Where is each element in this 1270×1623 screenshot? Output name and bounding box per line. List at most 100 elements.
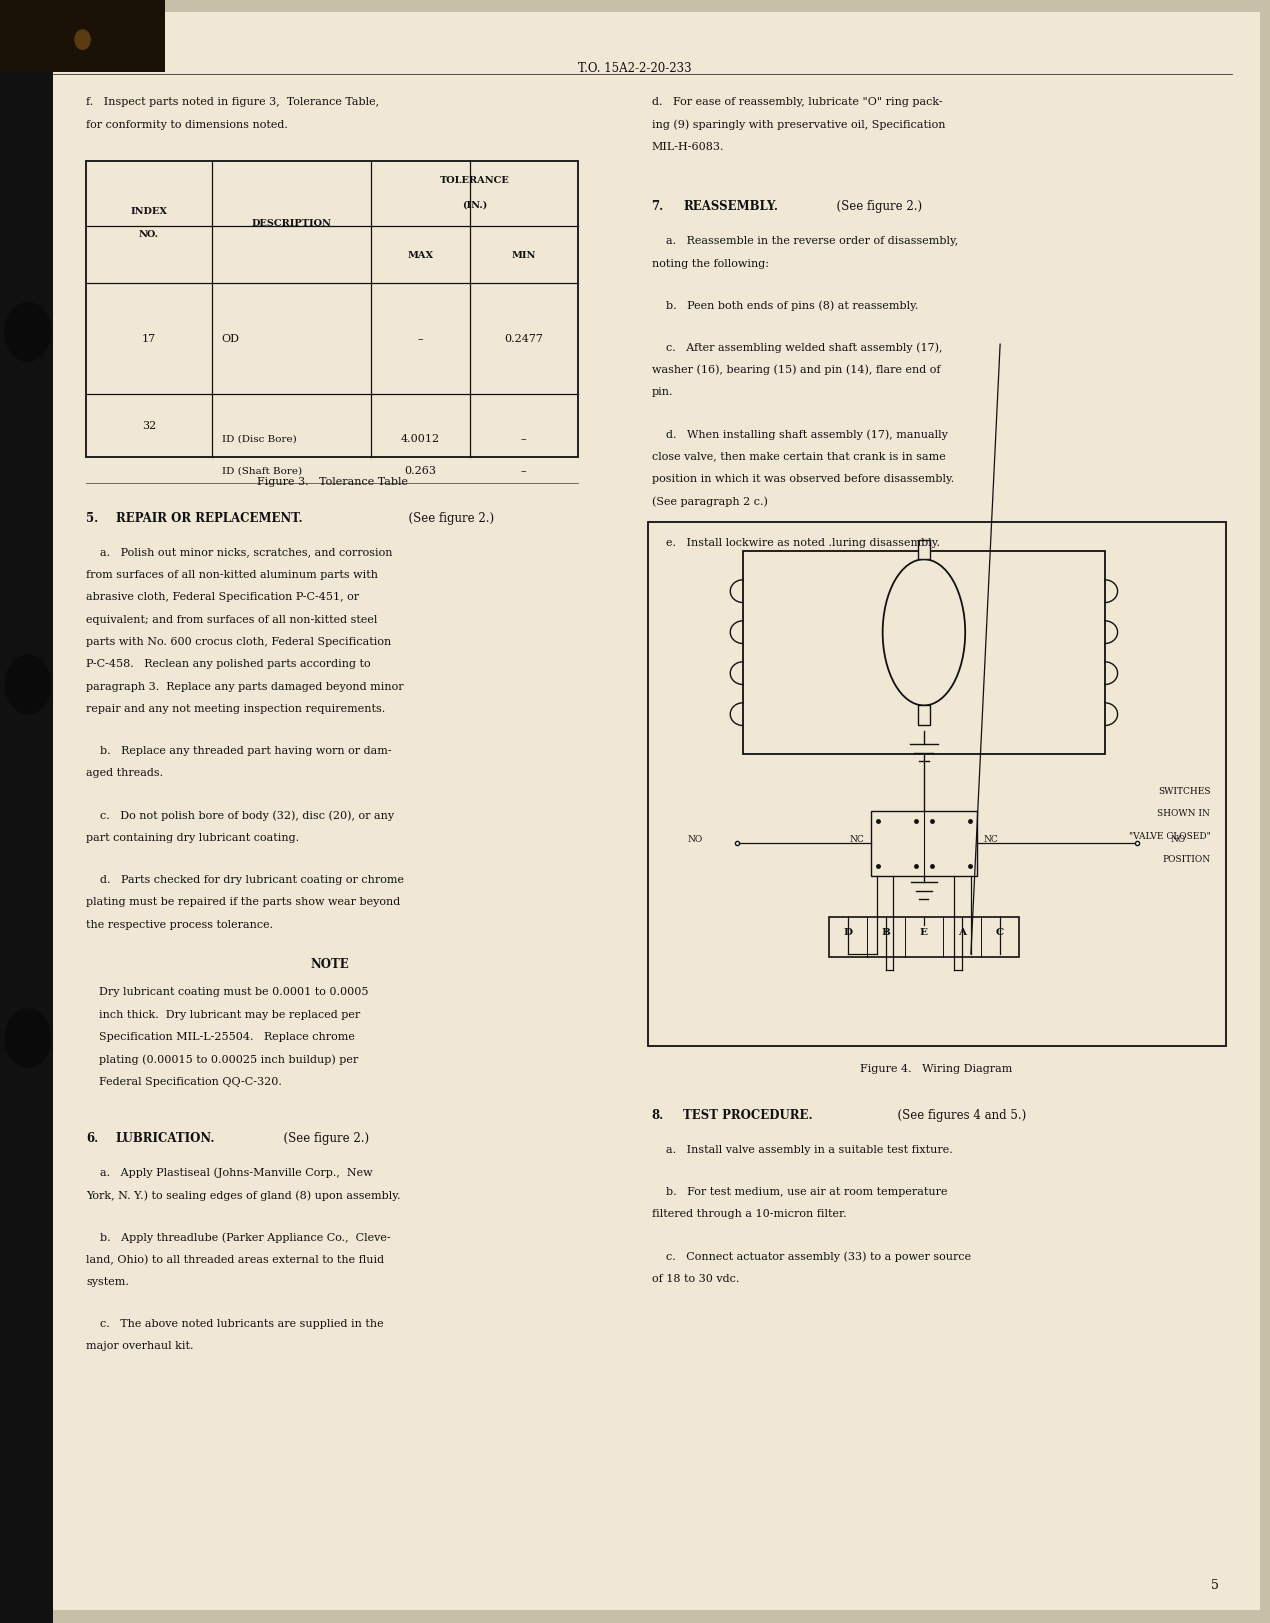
Text: c.   The above noted lubricants are supplied in the: c. The above noted lubricants are suppli… bbox=[86, 1318, 384, 1328]
Text: b.   Replace any threaded part having worn or dam-: b. Replace any threaded part having worn… bbox=[86, 745, 392, 756]
FancyBboxPatch shape bbox=[0, 0, 165, 73]
Text: C: C bbox=[996, 928, 1005, 936]
Text: 0.263: 0.263 bbox=[405, 466, 437, 476]
Text: land, Ohio) to all threaded areas external to the fluid: land, Ohio) to all threaded areas extern… bbox=[86, 1253, 385, 1264]
Text: REASSEMBLY.: REASSEMBLY. bbox=[683, 200, 779, 213]
Text: part containing dry lubricant coating.: part containing dry lubricant coating. bbox=[86, 833, 300, 842]
Text: TEST PROCEDURE.: TEST PROCEDURE. bbox=[683, 1109, 813, 1121]
Text: TOLERANCE: TOLERANCE bbox=[439, 175, 509, 185]
Text: a.   Reassemble in the reverse order of disassembly,: a. Reassemble in the reverse order of di… bbox=[652, 235, 958, 247]
Text: NO.: NO. bbox=[138, 230, 159, 239]
Bar bbox=[743, 552, 1105, 755]
Text: 5.: 5. bbox=[86, 511, 99, 524]
Text: a.   Apply Plastiseal (Johns-Manville Corp.,  New: a. Apply Plastiseal (Johns-Manville Corp… bbox=[86, 1167, 373, 1178]
Text: b.   For test medium, use air at room temperature: b. For test medium, use air at room temp… bbox=[652, 1186, 947, 1196]
Text: Specification MIL-L-25504.   Replace chrome: Specification MIL-L-25504. Replace chrom… bbox=[99, 1032, 354, 1042]
Text: NO: NO bbox=[1171, 834, 1186, 844]
Text: equivalent; and from surfaces of all non-kitted steel: equivalent; and from surfaces of all non… bbox=[86, 613, 377, 625]
Bar bbox=[0, 0, 53, 1623]
Bar bbox=[829, 917, 1019, 958]
Text: ID (Disc Bore): ID (Disc Bore) bbox=[222, 435, 297, 443]
Text: SWITCHES: SWITCHES bbox=[1158, 786, 1210, 795]
Circle shape bbox=[75, 31, 90, 50]
Text: P-C-458.   Reclean any polished parts according to: P-C-458. Reclean any polished parts acco… bbox=[86, 659, 371, 669]
Text: DESCRIPTION: DESCRIPTION bbox=[251, 219, 331, 227]
Text: aged threads.: aged threads. bbox=[86, 768, 164, 777]
Text: NC: NC bbox=[850, 834, 864, 844]
Text: e.   Install lockwire as noted .luring disassembly.: e. Install lockwire as noted .luring dis… bbox=[652, 537, 940, 549]
Text: c.   After assembling welded shaft assembly (17),: c. After assembling welded shaft assembl… bbox=[652, 342, 942, 352]
Text: OD: OD bbox=[222, 334, 240, 344]
Text: T.O. 15A2-2-20-233: T.O. 15A2-2-20-233 bbox=[578, 62, 692, 75]
Text: 5: 5 bbox=[1212, 1578, 1219, 1591]
Bar bbox=[871, 812, 978, 876]
Text: Dry lubricant coating must be 0.0001 to 0.0005: Dry lubricant coating must be 0.0001 to … bbox=[99, 987, 368, 997]
Text: a.   Install valve assembly in a suitable test fixture.: a. Install valve assembly in a suitable … bbox=[652, 1144, 952, 1154]
Text: from surfaces of all non-kitted aluminum parts with: from surfaces of all non-kitted aluminum… bbox=[86, 570, 378, 579]
Text: INDEX: INDEX bbox=[131, 208, 168, 216]
Text: c.   Do not polish bore of body (32), disc (20), or any: c. Do not polish bore of body (32), disc… bbox=[86, 810, 395, 821]
Text: ID (Shaft Bore): ID (Shaft Bore) bbox=[222, 466, 302, 476]
Text: for conformity to dimensions noted.: for conformity to dimensions noted. bbox=[86, 120, 288, 130]
Text: 6.: 6. bbox=[86, 1131, 99, 1144]
Text: position in which it was observed before disassembly.: position in which it was observed before… bbox=[652, 474, 954, 484]
Text: NOTE: NOTE bbox=[311, 958, 349, 971]
Text: parts with No. 600 crocus cloth, Federal Specification: parts with No. 600 crocus cloth, Federal… bbox=[86, 636, 391, 646]
Text: POSITION: POSITION bbox=[1162, 854, 1210, 863]
Text: (See figures 4 and 5.): (See figures 4 and 5.) bbox=[890, 1109, 1026, 1121]
Bar bbox=[917, 706, 930, 725]
Text: (IN.): (IN.) bbox=[462, 200, 488, 209]
Bar bbox=[917, 540, 930, 560]
Text: MIN: MIN bbox=[512, 252, 536, 260]
Text: d.   For ease of reassembly, lubricate "O" ring pack-: d. For ease of reassembly, lubricate "O"… bbox=[652, 97, 942, 107]
Text: a.   Polish out minor nicks, scratches, and corrosion: a. Polish out minor nicks, scratches, an… bbox=[86, 547, 392, 557]
Text: repair and any not meeting inspection requirements.: repair and any not meeting inspection re… bbox=[86, 704, 386, 714]
Text: "VALVE CLOSED": "VALVE CLOSED" bbox=[1129, 831, 1210, 841]
Text: York, N. Y.) to sealing edges of gland (8) upon assembly.: York, N. Y.) to sealing edges of gland (… bbox=[86, 1190, 401, 1199]
Circle shape bbox=[5, 656, 51, 714]
Text: inch thick.  Dry lubricant may be replaced per: inch thick. Dry lubricant may be replace… bbox=[99, 1010, 361, 1019]
Text: REPAIR OR REPLACEMENT.: REPAIR OR REPLACEMENT. bbox=[116, 511, 302, 524]
Text: system.: system. bbox=[86, 1276, 130, 1285]
Text: 0.2477: 0.2477 bbox=[504, 334, 544, 344]
Text: washer (16), bearing (15) and pin (14), flare end of: washer (16), bearing (15) and pin (14), … bbox=[652, 365, 940, 375]
Text: d.   When installing shaft assembly (17), manually: d. When installing shaft assembly (17), … bbox=[652, 428, 947, 440]
Bar bbox=[86, 162, 578, 458]
Text: MAX: MAX bbox=[408, 252, 433, 260]
Text: d.   Parts checked for dry lubricant coating or chrome: d. Parts checked for dry lubricant coati… bbox=[86, 875, 404, 885]
Text: 8.: 8. bbox=[652, 1109, 664, 1121]
Text: close valve, then make certain that crank is in same: close valve, then make certain that cran… bbox=[652, 451, 945, 461]
Text: plating must be repaired if the parts show wear beyond: plating must be repaired if the parts sh… bbox=[86, 896, 400, 907]
Text: abrasive cloth, Federal Specification P-C-451, or: abrasive cloth, Federal Specification P-… bbox=[86, 592, 359, 602]
Text: f.   Inspect parts noted in figure 3,  Tolerance Table,: f. Inspect parts noted in figure 3, Tole… bbox=[86, 97, 380, 107]
Text: –: – bbox=[418, 334, 423, 344]
Text: (See figure 2.): (See figure 2.) bbox=[829, 200, 922, 213]
Text: (See paragraph 2 c.): (See paragraph 2 c.) bbox=[652, 497, 767, 506]
Text: NC: NC bbox=[984, 834, 998, 844]
Text: paragraph 3.  Replace any parts damaged beyond minor: paragraph 3. Replace any parts damaged b… bbox=[86, 682, 404, 691]
Text: 32: 32 bbox=[142, 420, 156, 432]
Text: the respective process tolerance.: the respective process tolerance. bbox=[86, 919, 273, 928]
Text: filtered through a 10-micron filter.: filtered through a 10-micron filter. bbox=[652, 1209, 846, 1219]
Text: Federal Specification QQ-C-320.: Federal Specification QQ-C-320. bbox=[99, 1076, 282, 1086]
Text: b.   Peen both ends of pins (8) at reassembly.: b. Peen both ends of pins (8) at reassem… bbox=[652, 300, 918, 312]
Text: pin.: pin. bbox=[652, 386, 673, 398]
Text: Figure 4.   Wiring Diagram: Figure 4. Wiring Diagram bbox=[861, 1063, 1012, 1073]
Bar bbox=[648, 523, 1226, 1047]
Text: (See figure 2.): (See figure 2.) bbox=[401, 511, 494, 524]
Circle shape bbox=[5, 304, 51, 362]
Text: NO: NO bbox=[687, 834, 702, 844]
Text: SHOWN IN: SHOWN IN bbox=[1157, 808, 1210, 818]
Text: c.   Connect actuator assembly (33) to a power source: c. Connect actuator assembly (33) to a p… bbox=[652, 1250, 970, 1261]
Text: 4.0012: 4.0012 bbox=[401, 433, 441, 445]
Text: D: D bbox=[843, 928, 852, 936]
Text: 17: 17 bbox=[142, 334, 156, 344]
Text: ing (9) sparingly with preservative oil, Specification: ing (9) sparingly with preservative oil,… bbox=[652, 120, 945, 130]
Text: Figure 3.   Tolerance Table: Figure 3. Tolerance Table bbox=[257, 477, 408, 487]
Text: plating (0.00015 to 0.00025 inch buildup) per: plating (0.00015 to 0.00025 inch buildup… bbox=[99, 1053, 358, 1065]
Text: major overhaul kit.: major overhaul kit. bbox=[86, 1341, 194, 1350]
Text: B: B bbox=[881, 928, 890, 936]
Text: (See figure 2.): (See figure 2.) bbox=[276, 1131, 368, 1144]
Text: 7.: 7. bbox=[652, 200, 664, 213]
Text: E: E bbox=[919, 928, 928, 936]
